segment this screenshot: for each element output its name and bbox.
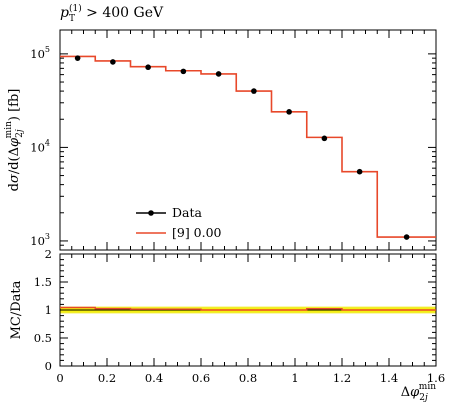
y-tick-label-ratio: 1 bbox=[45, 303, 52, 317]
ratio-mc-line bbox=[60, 306, 436, 311]
x-tick-label: 0.2 bbox=[98, 371, 116, 385]
main-frame bbox=[59, 29, 437, 251]
y-tick-label-ratio: 2 bbox=[45, 247, 52, 261]
y-tick-label-ratio: 0 bbox=[45, 359, 52, 373]
mc-histogram bbox=[60, 55, 436, 238]
legend-mc-label: [9] 0.00 bbox=[172, 225, 222, 240]
x-tick-label: 1.4 bbox=[380, 371, 398, 385]
x-axis-label: Δφ2jmin bbox=[401, 382, 436, 403]
x-tick-label: 0.6 bbox=[192, 371, 210, 385]
data-point bbox=[286, 109, 292, 115]
data-point bbox=[110, 59, 116, 65]
data-point bbox=[251, 88, 257, 94]
x-tick-label: 0 bbox=[56, 371, 63, 385]
data-point bbox=[321, 135, 328, 142]
y-axis-label-ratio: MC/Data bbox=[9, 280, 24, 339]
x-tick-label: 0.8 bbox=[239, 371, 257, 385]
y-tick-label-main: 105 bbox=[30, 45, 50, 61]
x-tick-label: 0.4 bbox=[145, 371, 163, 385]
y-tick-label-main: 104 bbox=[30, 138, 50, 154]
data-point bbox=[403, 234, 410, 240]
x-tick-label: 1.2 bbox=[333, 371, 351, 385]
data-point bbox=[356, 168, 363, 175]
y-tick-label-ratio: 0.5 bbox=[34, 331, 52, 345]
legend-data-marker bbox=[148, 210, 154, 216]
x-tick-label: 1 bbox=[291, 371, 298, 385]
data-point bbox=[74, 55, 81, 61]
x-tick-label: 1.6 bbox=[427, 371, 445, 385]
y-tick-label-main: 103 bbox=[30, 232, 50, 248]
legend-data-label: Data bbox=[172, 205, 202, 220]
data-point bbox=[215, 71, 222, 77]
data-point bbox=[145, 64, 151, 71]
y-tick-label-ratio: 1.5 bbox=[34, 275, 52, 289]
chart-title: pT(1) > 400 GeV bbox=[60, 3, 164, 24]
y-axis-label-main: dσ/d(Δφ2jmin) [fb] bbox=[4, 89, 25, 192]
data-point bbox=[180, 68, 187, 75]
